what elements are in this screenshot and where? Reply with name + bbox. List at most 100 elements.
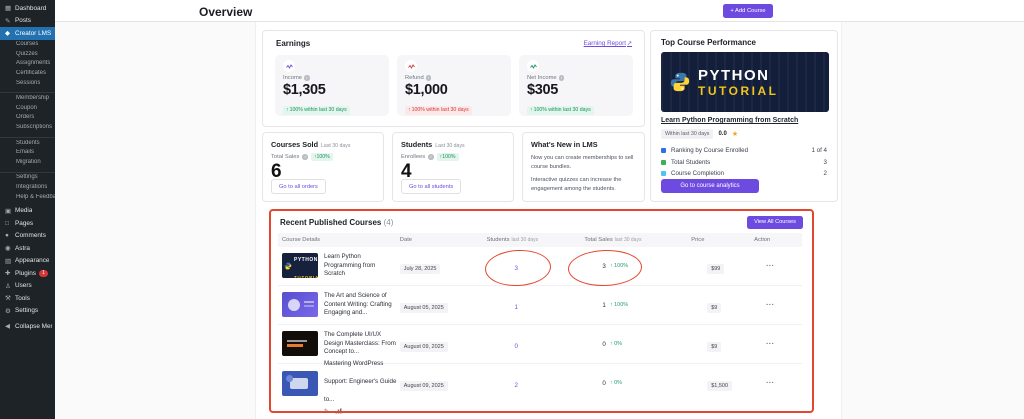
sidebar-item-integrations[interactable]: Integrations xyxy=(0,182,55,192)
sidebar-item-users[interactable]: ♙ Users xyxy=(0,279,55,292)
sidebar-item-comments[interactable]: ● Comments xyxy=(0,229,55,242)
go-to-students-button[interactable]: Go to all students xyxy=(401,179,462,194)
sidebar-item-course-completion: Course Completion 2 xyxy=(661,170,827,177)
sidebar-item-label: Settings xyxy=(16,174,38,181)
sidebar-item-settings[interactable]: Settings xyxy=(0,173,55,183)
sidebar-item-emails[interactable]: Emails xyxy=(0,147,55,157)
sidebar-item-help-feedback[interactable]: Help & Feedback xyxy=(0,192,55,202)
row-actions-menu[interactable]: ··· xyxy=(766,301,775,309)
col-students: Students last 30 days xyxy=(486,237,539,243)
course-price: $9 xyxy=(707,303,722,313)
sidebar-item-icon: ⚒ xyxy=(5,295,11,303)
sidebar-item-icon: ✚ xyxy=(5,270,11,278)
info-icon[interactable]: i xyxy=(302,154,308,160)
course-title-link[interactable]: The Complete UI/UX Design Masterclass: F… xyxy=(324,331,396,356)
sidebar-item-courses[interactable]: Courses xyxy=(0,40,55,50)
analytics-icon[interactable] xyxy=(335,408,342,414)
course-date: July 28, 2025 xyxy=(399,264,441,274)
sidebar-item-label: Quizzes xyxy=(16,50,38,57)
sidebar-item-label: Appearance xyxy=(15,257,50,265)
whats-new-card: What's New in LMS Now you can create mem… xyxy=(522,132,645,202)
legend-color-swatch xyxy=(661,171,666,176)
course-price: $9 xyxy=(707,342,722,352)
sidebar-item-quizzes[interactable]: Quizzes xyxy=(0,49,55,59)
sidebar-item-coupon[interactable]: Coupon xyxy=(0,103,55,113)
metric-label: Total Sales xyxy=(271,154,300,160)
row-actions-menu[interactable]: ··· xyxy=(766,340,775,348)
sidebar-item-label: Astra xyxy=(15,244,30,252)
row-actions-menu[interactable]: ··· xyxy=(766,379,775,387)
legend-value: 1 of 4 xyxy=(811,147,827,154)
whats-new-title: What's New in LMS xyxy=(531,140,598,149)
earnings-title: Earnings xyxy=(276,39,311,48)
info-icon[interactable]: i xyxy=(425,75,432,81)
course-thumbnail-large[interactable]: PYTHON TUTORIAL xyxy=(661,52,829,112)
sidebar-item-icon: □ xyxy=(5,219,9,227)
sidebar-item-tools[interactable]: ⚒ Tools xyxy=(0,292,55,305)
course-thumbnail[interactable] xyxy=(282,370,318,396)
change-badge: 100% xyxy=(436,153,459,161)
info-icon[interactable]: i xyxy=(304,75,310,81)
sidebar-item-migration[interactable]: Migration xyxy=(0,157,55,167)
top-course-link[interactable]: Learn Python Programming from Scratch xyxy=(661,117,799,124)
students-count-link[interactable]: 1 xyxy=(514,304,518,311)
sidebar-item-pages[interactable]: □ Pages xyxy=(0,217,55,230)
sidebar-item-appearance[interactable]: ▧ Appearance xyxy=(0,254,55,267)
sidebar-item-settings[interactable]: ⚙ Settings xyxy=(0,304,55,317)
sidebar-item-media[interactable]: ▣ Media xyxy=(0,204,55,217)
activity-icon xyxy=(407,63,415,69)
earning-report-link[interactable]: Earning Report↗ xyxy=(583,40,632,47)
wp-admin-sidebar: ▦ Dashboard ✎ Posts ◆ Creator LMS Course… xyxy=(0,0,55,419)
sidebar-item-label: Collapse Menu xyxy=(15,322,52,330)
sidebar-item-students[interactable]: Students xyxy=(0,138,55,148)
sidebar-item-dashboard[interactable]: ▦ Dashboard xyxy=(0,2,55,15)
course-title-link[interactable]: The Art and Science of Content Writing: … xyxy=(324,292,392,317)
change-badge: 100% xyxy=(310,153,333,161)
students-value: 4 xyxy=(401,161,412,182)
stat-change-badge: 100% within last 30 days xyxy=(283,105,350,115)
stat-value: $1,305 xyxy=(283,82,326,98)
sidebar-item-sessions[interactable]: Sessions xyxy=(0,78,55,88)
col-price: Price xyxy=(691,237,705,243)
course-image-text: PYTHON xyxy=(698,66,770,84)
students-count-link[interactable]: 2 xyxy=(514,382,518,389)
edit-icon[interactable]: ✎ xyxy=(324,408,330,415)
add-course-button[interactable]: + Add Course xyxy=(723,3,773,18)
students-count-link[interactable]: 3 xyxy=(514,265,518,272)
update-count-badge: 1 xyxy=(38,269,48,277)
sidebar-item-membership[interactable]: Membership xyxy=(0,93,55,103)
sidebar-item-orders[interactable]: Orders xyxy=(0,113,55,123)
info-icon[interactable]: i xyxy=(428,154,434,160)
course-thumbnail[interactable] xyxy=(282,292,318,318)
course-title-link[interactable]: Learn Python Programming from Scratch xyxy=(324,253,376,278)
col-course-details: Course Details xyxy=(282,237,321,243)
view-all-courses-button[interactable]: View All Courses xyxy=(747,215,803,229)
info-icon[interactable]: i xyxy=(558,75,565,81)
sidebar-item-creator-lms[interactable]: ◆ Creator LMS xyxy=(0,27,55,40)
sidebar-item-icon: ✎ xyxy=(5,17,11,25)
metric-label: Enrollees xyxy=(401,154,426,160)
sidebar-item-astra[interactable]: ◉ Astra xyxy=(0,242,55,255)
students-count-link[interactable]: 0 xyxy=(514,343,518,350)
top-course-panel: Top Course Performance PYTHON TUTORIAL Le… xyxy=(650,30,838,202)
course-title-link[interactable]: Mastering WordPress Support: Engineer's … xyxy=(324,359,397,403)
sidebar-item-plugins[interactable]: ✚ Plugins 1 xyxy=(0,267,55,280)
stat-label: Refund xyxy=(405,75,424,81)
go-to-orders-button[interactable]: Go to all orders xyxy=(271,179,326,194)
sidebar-item-assignments[interactable]: Assignments xyxy=(0,59,55,69)
sales-change: 0% xyxy=(610,341,622,347)
sales-change: 100% xyxy=(610,263,628,269)
sidebar-item-certificates[interactable]: Certificates xyxy=(0,68,55,78)
row-actions-menu[interactable]: ··· xyxy=(766,262,775,270)
stat-change-badge: 100% within last 30 days xyxy=(405,105,472,115)
course-thumbnail[interactable] xyxy=(282,331,318,357)
sidebar-item-subscriptions[interactable]: Subscriptions xyxy=(0,122,55,132)
sidebar-item-collapse-menu[interactable]: ◀ Collapse Menu xyxy=(0,320,55,333)
sidebar-item-label: Certificates xyxy=(16,70,47,77)
sidebar-item-posts[interactable]: ✎ Posts xyxy=(0,15,55,28)
course-date: August 05, 2025 xyxy=(399,303,448,313)
course-analytics-button[interactable]: Go to course analytics xyxy=(661,179,759,193)
